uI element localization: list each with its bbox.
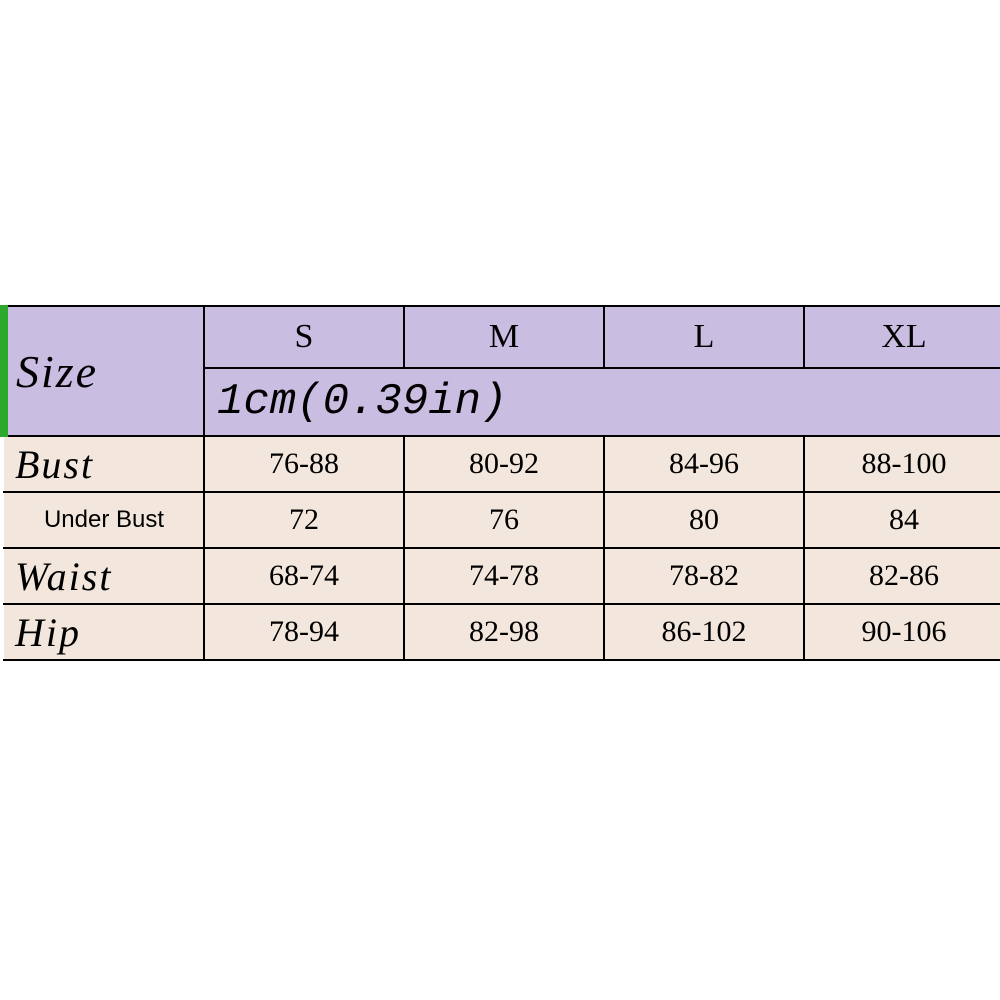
size-table: Size S M L XL 1cm(0.39in) Bust 76-88 80-…	[0, 305, 1000, 661]
size-header-cell: Size	[4, 306, 204, 436]
cell-waist-m: 74-78	[404, 548, 604, 604]
header-row-sizes: Size S M L XL	[4, 306, 1000, 368]
cell-underbust-l: 80	[604, 492, 804, 548]
cell-waist-l: 78-82	[604, 548, 804, 604]
row-hip: Hip 78-94 82-98 86-102 90-106	[4, 604, 1000, 660]
row-label-hip: Hip	[4, 604, 204, 660]
cell-hip-l: 86-102	[604, 604, 804, 660]
cell-underbust-xl: 84	[804, 492, 1000, 548]
col-header-l: L	[604, 306, 804, 368]
cell-hip-s: 78-94	[204, 604, 404, 660]
cell-bust-l: 84-96	[604, 436, 804, 492]
col-header-s: S	[204, 306, 404, 368]
col-header-m: M	[404, 306, 604, 368]
row-label-bust: Bust	[4, 436, 204, 492]
cell-underbust-s: 72	[204, 492, 404, 548]
cell-hip-xl: 90-106	[804, 604, 1000, 660]
cell-bust-m: 80-92	[404, 436, 604, 492]
row-under-bust: Under Bust 72 76 80 84	[4, 492, 1000, 548]
cell-waist-s: 68-74	[204, 548, 404, 604]
size-table-container: Size S M L XL 1cm(0.39in) Bust 76-88 80-…	[0, 305, 1000, 661]
cell-underbust-m: 76	[404, 492, 604, 548]
col-header-xl: XL	[804, 306, 1000, 368]
unit-note-cell: 1cm(0.39in)	[204, 368, 1000, 436]
cell-bust-xl: 88-100	[804, 436, 1000, 492]
cell-bust-s: 76-88	[204, 436, 404, 492]
row-waist: Waist 68-74 74-78 78-82 82-86	[4, 548, 1000, 604]
cell-hip-m: 82-98	[404, 604, 604, 660]
cell-waist-xl: 82-86	[804, 548, 1000, 604]
row-label-waist: Waist	[4, 548, 204, 604]
row-label-under-bust: Under Bust	[4, 492, 204, 548]
row-bust: Bust 76-88 80-92 84-96 88-100	[4, 436, 1000, 492]
